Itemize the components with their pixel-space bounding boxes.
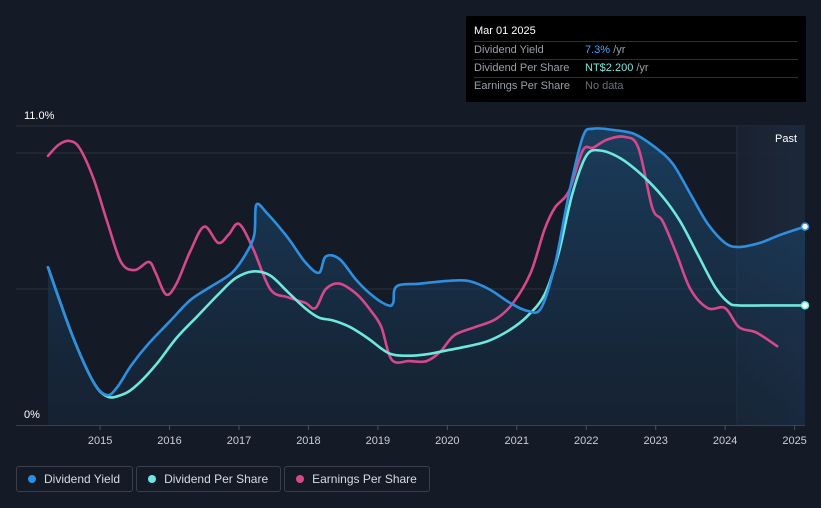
x-tick-label: 2023 xyxy=(643,435,667,447)
legend-dividend-yield[interactable]: Dividend Yield xyxy=(16,466,134,492)
past-label: Past xyxy=(775,133,797,145)
x-tick-label: 2019 xyxy=(366,435,390,447)
x-tick-label: 2016 xyxy=(157,435,181,447)
y-axis-top-label: 11.0% xyxy=(24,110,55,122)
tooltip-value: No data xyxy=(585,80,624,92)
tooltip-row-dividend-yield: Dividend Yield 7.3% /yr xyxy=(474,42,798,60)
tooltip-date: Mar 01 2025 xyxy=(474,22,798,42)
dividend-per-share-line xyxy=(46,148,807,399)
x-tick-label: 2017 xyxy=(227,435,251,447)
legend-label: Dividend Yield xyxy=(44,472,121,486)
tooltip-unit: /yr xyxy=(610,44,626,56)
tooltip-row-dividend-per-share: Dividend Per Share NT$2.200 /yr xyxy=(474,60,798,78)
tooltip-value: 7.3% xyxy=(585,44,611,56)
x-tick-label: 2020 xyxy=(435,435,459,447)
x-tick-label: 2018 xyxy=(296,435,320,447)
dividend-yield-end-marker xyxy=(800,222,810,231)
legend-dot-icon xyxy=(148,475,157,483)
legend-earnings-per-share[interactable]: Earnings Per Share xyxy=(284,466,430,492)
x-tick-label: 2021 xyxy=(505,435,529,447)
legend-label: Dividend Per Share xyxy=(164,472,269,486)
series-lines xyxy=(46,127,807,399)
tooltip-label: Dividend Yield xyxy=(474,44,544,56)
axes: 11.0% 0% 2015 2016 2017 2018 2019 2020 2021 2022 2… xyxy=(24,110,807,447)
dividend-per-share-end-marker xyxy=(800,301,810,310)
tooltip-label: Earnings Per Share xyxy=(474,80,570,92)
x-tick-label: 2022 xyxy=(574,435,598,447)
earnings-per-share-line xyxy=(46,135,779,364)
dividend-yield-area-fill xyxy=(48,128,805,425)
tooltip-value: NT$2.200 xyxy=(585,62,634,74)
legend-dividend-per-share[interactable]: Dividend Per Share xyxy=(136,466,282,492)
end-markers xyxy=(800,222,810,310)
legend-dot-icon xyxy=(296,475,305,483)
legend: Dividend Yield Dividend Per Share Earnin… xyxy=(16,466,430,492)
x-tick-label: 2024 xyxy=(713,435,737,447)
x-tick-label: 2015 xyxy=(88,435,112,447)
legend-dot-icon xyxy=(28,475,36,483)
tooltip-unit: /yr xyxy=(633,62,649,74)
tooltip: Mar 01 2025 Dividend Yield 7.3% /yr Divi… xyxy=(466,16,806,102)
legend-label: Earnings Per Share xyxy=(312,472,417,486)
dividend-yield-line xyxy=(46,127,807,397)
tooltip-label: Dividend Per Share xyxy=(474,62,570,74)
y-axis-bottom-label: 0% xyxy=(24,409,40,421)
tooltip-row-earnings-per-share: Earnings Per Share No data xyxy=(474,78,798,95)
x-tick-label: 2025 xyxy=(782,435,806,447)
dividend-yield-area xyxy=(48,128,805,425)
